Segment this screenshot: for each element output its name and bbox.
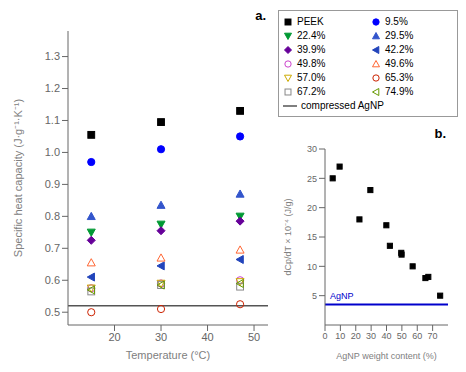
svg-text:10: 10 (335, 331, 345, 341)
svg-text:60: 60 (412, 331, 422, 341)
svg-text:dCp/dT × 10⁻⁴ (J/g): dCp/dT × 10⁻⁴ (J/g) (283, 199, 293, 276)
html-text:67.2%: 67.2% (297, 86, 326, 97)
html-text:29.5%: 29.5% (385, 30, 414, 41)
svg-text:0.8: 0.8 (45, 210, 60, 222)
svg-text:20: 20 (307, 203, 317, 213)
svg-text:AgNP: AgNP (330, 291, 354, 301)
svg-text:40: 40 (201, 331, 213, 343)
html-text:57.0%: 57.0% (297, 72, 326, 83)
svg-text:25: 25 (307, 174, 317, 184)
html-text:compressed AgNP: compressed AgNP (301, 100, 384, 111)
svg-text:20: 20 (351, 331, 361, 341)
html-text:b.: b. (434, 126, 446, 141)
svg-text:0.5: 0.5 (45, 306, 60, 318)
svg-text:30: 30 (307, 144, 317, 154)
html-text:39.9%: 39.9% (297, 44, 326, 55)
svg-text:5: 5 (312, 291, 317, 301)
svg-text:20: 20 (108, 331, 120, 343)
svg-text:30: 30 (366, 331, 376, 341)
svg-text:40: 40 (381, 331, 391, 341)
html-text:PEEK: PEEK (297, 16, 324, 27)
svg-text:50: 50 (397, 331, 407, 341)
html-text:22.4%: 22.4% (297, 30, 326, 41)
svg-text:0: 0 (322, 331, 327, 341)
svg-text:1.3: 1.3 (45, 50, 60, 62)
svg-text:Temperature (°C): Temperature (°C) (126, 349, 210, 361)
svg-text:1.2: 1.2 (45, 82, 60, 94)
html-text:65.3%: 65.3% (385, 72, 414, 83)
svg-text:30: 30 (155, 331, 167, 343)
html-text:a.: a. (255, 8, 266, 23)
svg-text:1.1: 1.1 (45, 114, 60, 126)
svg-text:AgNP weight content (%): AgNP weight content (%) (336, 351, 436, 361)
html-text:49.8%: 49.8% (297, 58, 326, 69)
svg-text:10: 10 (307, 262, 317, 272)
svg-text:0.6: 0.6 (45, 274, 60, 286)
svg-text:1.0: 1.0 (45, 146, 60, 158)
html-text:9.5%: 9.5% (385, 16, 408, 27)
svg-text:50: 50 (248, 331, 260, 343)
html-text:42.2%: 42.2% (385, 44, 414, 55)
svg-text:0.9: 0.9 (45, 178, 60, 190)
html-text:74.9%: 74.9% (385, 86, 414, 97)
svg-text:70: 70 (428, 331, 438, 341)
html-text:49.6%: 49.6% (385, 58, 414, 69)
svg-text:0.7: 0.7 (45, 242, 60, 254)
svg-text:15: 15 (307, 232, 317, 242)
svg-text:Specific heat capacity (J·g⁻¹·: Specific heat capacity (J·g⁻¹·K⁻¹) (12, 99, 24, 257)
